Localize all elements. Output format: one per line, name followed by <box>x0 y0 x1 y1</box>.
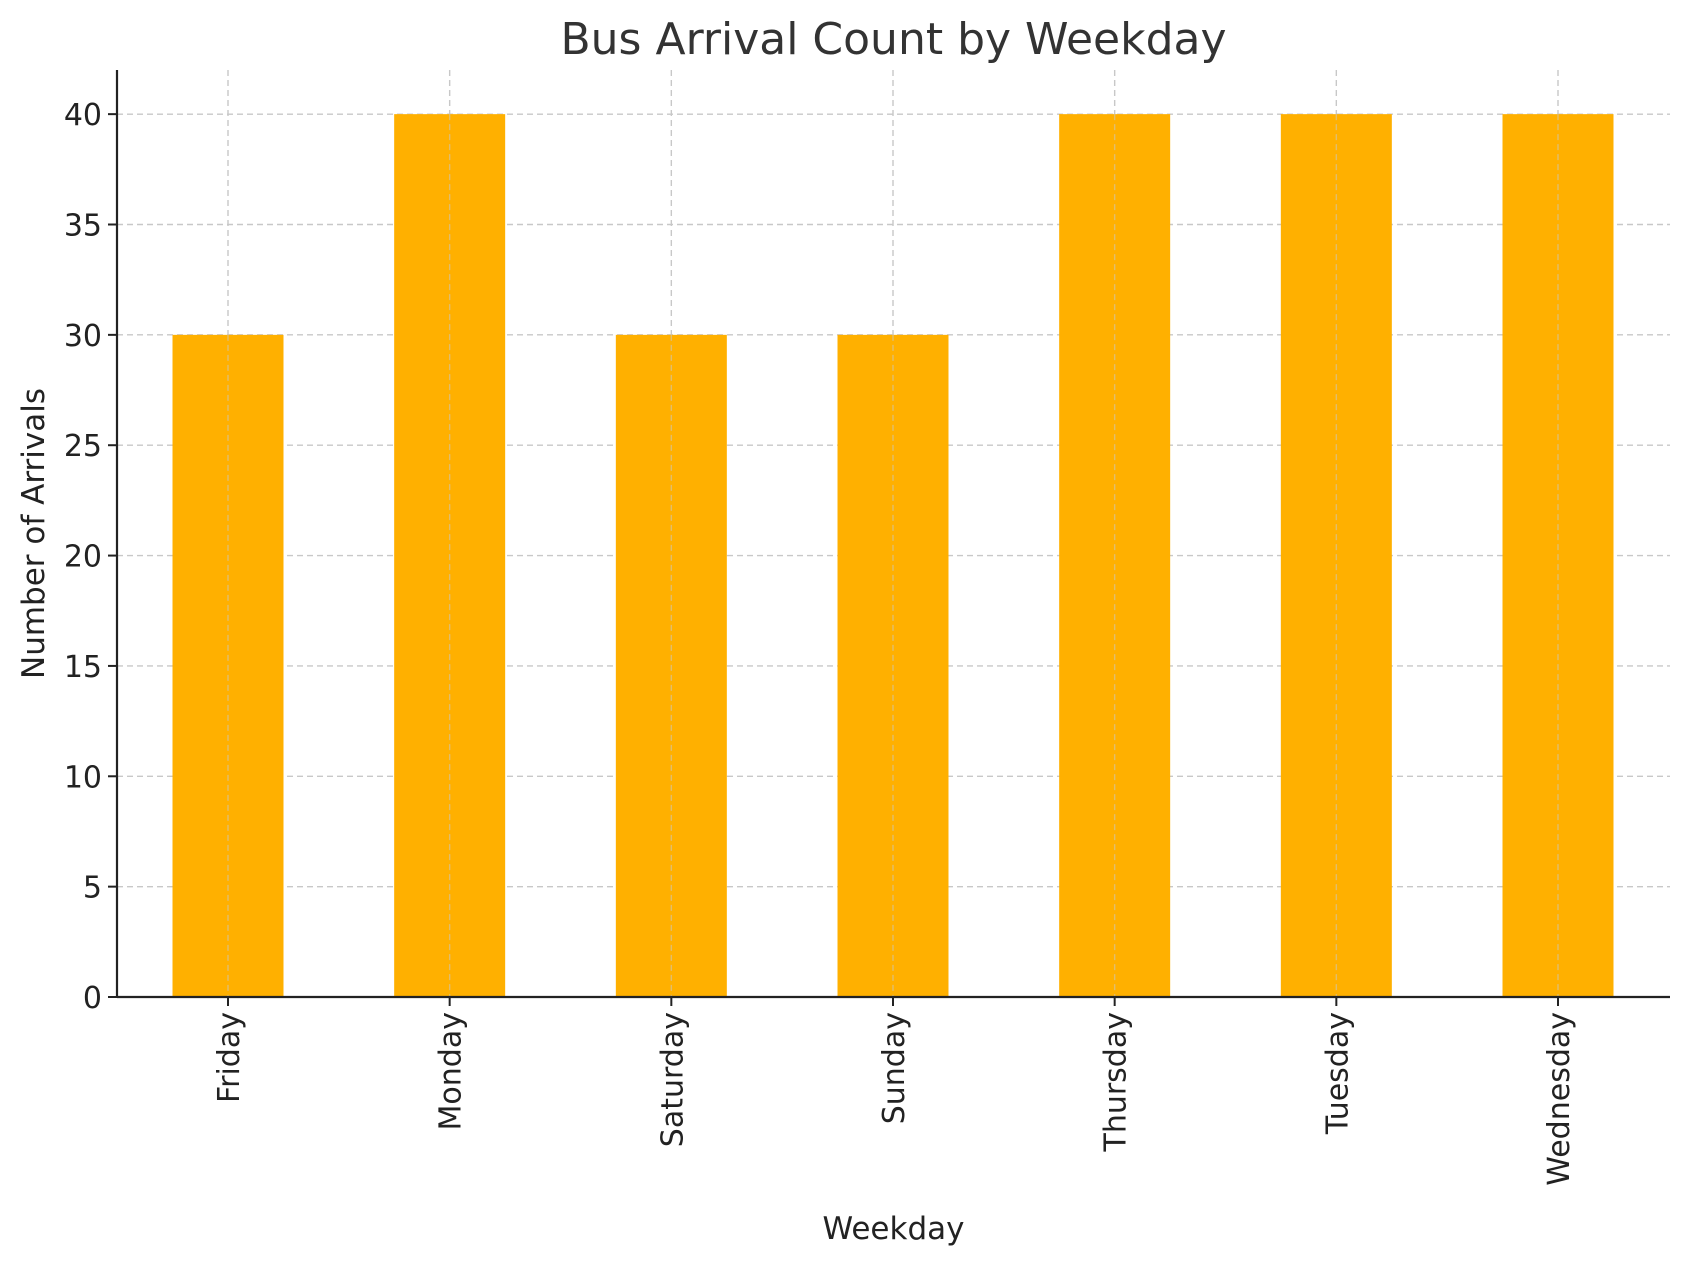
x-tick-label: Saturday <box>655 1012 690 1147</box>
y-tick-label: 30 <box>64 319 102 354</box>
x-tick-label: Monday <box>434 1012 469 1130</box>
bars <box>172 114 1614 997</box>
x-tick-label: Friday <box>212 1012 247 1103</box>
y-tick-label: 20 <box>64 540 102 575</box>
y-axis-label: Number of Arrivals <box>16 388 52 679</box>
x-tick-label: Wednesday <box>1542 1012 1577 1186</box>
x-axis-label: Weekday <box>823 1211 965 1247</box>
y-tick-label: 10 <box>64 760 102 795</box>
chart-title: Bus Arrival Count by Weekday <box>560 14 1226 65</box>
x-tick-label: Tuesday <box>1320 1012 1355 1135</box>
y-tick-label: 25 <box>64 429 102 464</box>
y-tick-label: 5 <box>83 871 102 906</box>
y-tick-label: 40 <box>64 98 102 133</box>
y-tick-label: 35 <box>64 209 102 244</box>
y-ticks: 0 5 10 15 20 25 30 35 40 <box>64 98 117 1016</box>
x-tick-label: Sunday <box>877 1012 912 1124</box>
x-tick-label: Thursday <box>1099 1012 1134 1153</box>
y-tick-label: 15 <box>64 650 102 685</box>
x-ticks: Friday Monday Saturday Sunday Thursday Tuesda… <box>212 997 1577 1186</box>
y-tick-label: 0 <box>83 981 102 1016</box>
